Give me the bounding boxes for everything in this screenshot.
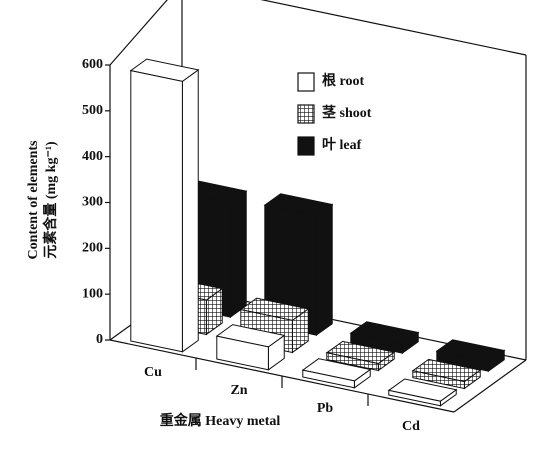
legend-swatch xyxy=(297,72,315,92)
y-tick-label: 400 xyxy=(82,149,103,164)
bar-front xyxy=(388,389,441,407)
bar-front xyxy=(130,69,183,353)
bar-front xyxy=(302,369,355,389)
y-tick-label: 500 xyxy=(82,103,103,118)
y-axis-label: Content of elements xyxy=(26,140,41,260)
y-axis-label: 元素含量 (mg kg⁻¹) xyxy=(42,141,59,259)
bars xyxy=(129,58,506,407)
bar-front xyxy=(412,370,465,390)
x-tick-label: Zn xyxy=(230,383,247,398)
y-tick-label: 300 xyxy=(82,195,103,210)
axis-line xyxy=(260,0,527,56)
legend-label: 茎 shoot xyxy=(322,104,372,121)
x-tick-label: Cu xyxy=(144,365,162,380)
legend-swatch xyxy=(297,136,315,156)
bar-side xyxy=(315,203,333,337)
x-tick-label: Pb xyxy=(317,401,334,416)
legend-swatch xyxy=(297,104,315,124)
bar-front xyxy=(326,352,379,372)
bar-side xyxy=(229,190,247,319)
y-tick-label: 600 xyxy=(82,57,103,72)
bar-front xyxy=(216,335,269,371)
bar-side xyxy=(181,68,199,353)
x-tick-label: Cd xyxy=(402,419,420,434)
axis-line xyxy=(109,0,168,66)
y-tick-label: 100 xyxy=(82,286,103,301)
legend-label: 根 root xyxy=(322,72,364,89)
x-axis-label: 重金属 Heavy metal xyxy=(160,412,281,429)
axis-line xyxy=(453,359,527,413)
y-tick-label: 0 xyxy=(96,332,103,347)
y-tick-label: 200 xyxy=(82,241,103,256)
bar-front xyxy=(350,332,403,354)
bar-front xyxy=(436,350,489,372)
legend-label: 叶 leaf xyxy=(322,137,362,153)
